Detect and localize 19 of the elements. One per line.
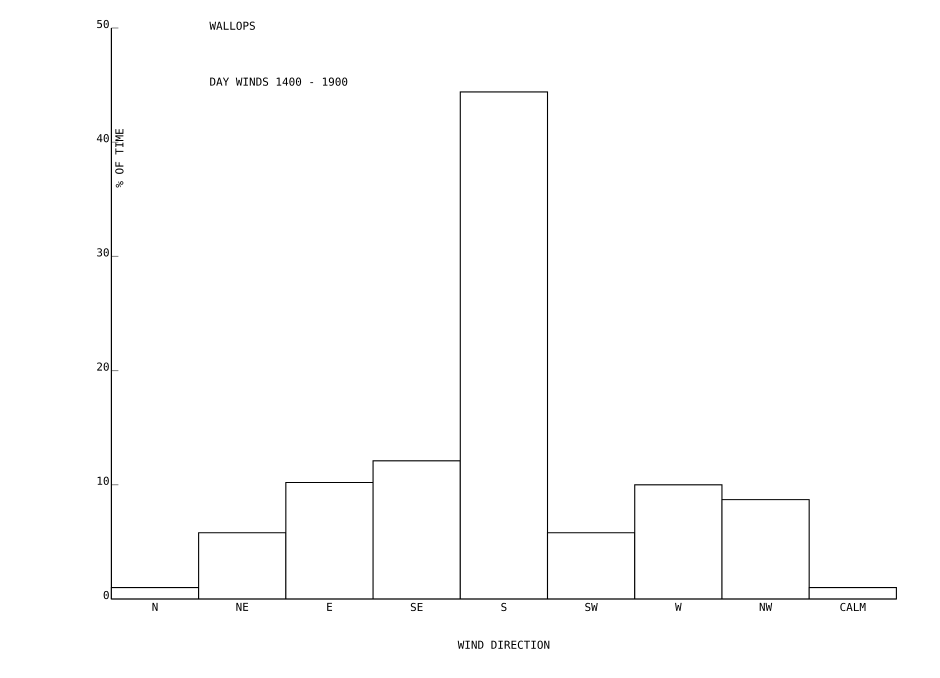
y-axis-title: % OF TIME bbox=[115, 129, 124, 188]
x-axis-title: WIND DIRECTION bbox=[458, 640, 550, 649]
y-tick-label: 30 bbox=[97, 248, 109, 257]
x-tick-label: SE bbox=[410, 602, 423, 612]
y-tick-label: 10 bbox=[98, 476, 109, 485]
chart-title: WALLOPS bbox=[209, 22, 255, 30]
x-tick-label: NW bbox=[760, 602, 772, 611]
x-tick-label: N bbox=[152, 602, 158, 611]
x-tick-label: S bbox=[501, 602, 506, 612]
y-tick-label: 20 bbox=[97, 362, 109, 371]
y-tick-label: 0 bbox=[104, 590, 109, 600]
x-tick-label: E bbox=[327, 602, 332, 611]
x-tick-label: NE bbox=[236, 602, 248, 611]
text: DAY WINDS 1400 - 1900 bbox=[210, 78, 348, 86]
y-tick-label: 40 bbox=[96, 134, 109, 142]
x-tick-label: CALM bbox=[840, 602, 866, 612]
x-tick-label: SW bbox=[585, 602, 598, 612]
y-tick-label: 50 bbox=[97, 20, 109, 28]
x-tick-label: W bbox=[675, 602, 682, 611]
